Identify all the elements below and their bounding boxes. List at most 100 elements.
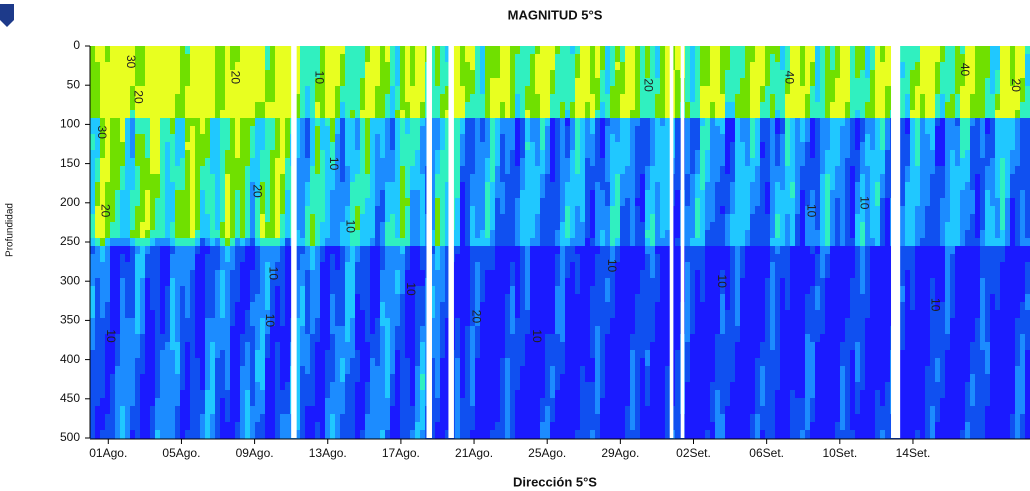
contour-cell xyxy=(525,270,531,279)
contour-cell xyxy=(260,310,266,319)
contour-cell xyxy=(225,206,231,215)
contour-cell xyxy=(110,198,116,207)
contour-cell xyxy=(500,214,506,223)
contour-cell xyxy=(565,222,571,231)
contour-cell xyxy=(255,78,261,87)
contour-cell xyxy=(390,374,396,383)
contour-cell xyxy=(530,350,536,359)
contour-cell xyxy=(480,206,486,215)
contour-cell xyxy=(275,182,281,191)
contour-cell xyxy=(330,150,336,159)
contour-cell xyxy=(590,206,596,215)
contour-cell xyxy=(300,126,306,135)
contour-cell xyxy=(520,126,526,135)
contour-cell xyxy=(485,286,491,295)
contour-cell xyxy=(255,382,261,391)
contour-cell xyxy=(120,134,126,143)
contour-cell xyxy=(245,158,251,167)
contour-cell xyxy=(565,270,571,279)
contour-cell xyxy=(315,310,321,319)
contour-cell xyxy=(155,126,161,135)
contour-cell xyxy=(540,390,546,399)
contour-cell xyxy=(160,286,166,295)
contour-cell xyxy=(310,54,316,63)
contour-cell xyxy=(500,118,506,127)
contour-cell xyxy=(430,222,436,231)
contour-cell xyxy=(395,278,401,287)
contour-cell xyxy=(145,182,151,191)
contour-cell xyxy=(265,174,271,183)
contour-cell xyxy=(520,326,526,335)
contour-cell xyxy=(90,430,96,439)
contour-cell xyxy=(590,230,596,239)
contour-cell xyxy=(250,150,256,159)
contour-cell xyxy=(270,158,276,167)
contour-cell xyxy=(455,118,461,127)
contour-cell xyxy=(170,366,176,375)
contour-cell xyxy=(205,414,211,423)
contour-cell xyxy=(430,342,436,351)
contour-cell xyxy=(570,62,576,71)
contour-cell xyxy=(350,54,356,63)
contour-cell xyxy=(415,198,421,207)
contour-cell xyxy=(275,238,281,247)
contour-cell xyxy=(475,134,481,143)
contour-cell xyxy=(545,254,551,263)
contour-cell xyxy=(530,222,536,231)
contour-cell xyxy=(210,230,216,239)
contour-cell xyxy=(445,422,451,431)
contour-cell xyxy=(325,294,331,303)
contour-cell xyxy=(235,70,241,79)
contour-cell xyxy=(580,206,586,215)
contour-cell xyxy=(555,262,561,271)
contour-cell xyxy=(440,94,446,103)
contour-cell xyxy=(535,246,541,255)
contour-cell xyxy=(320,174,326,183)
contour-cell xyxy=(575,358,581,367)
contour-cell xyxy=(240,374,246,383)
contour-cell xyxy=(185,382,191,391)
contour-cell xyxy=(300,286,306,295)
contour-cell xyxy=(485,302,491,311)
contour-cell xyxy=(430,78,436,87)
contour-cell xyxy=(565,118,571,127)
contour-cell xyxy=(170,86,176,95)
contour-cell xyxy=(205,286,211,295)
contour-cell xyxy=(445,318,451,327)
contour-cell xyxy=(230,110,236,119)
contour-cell xyxy=(340,182,346,191)
contour-cell xyxy=(505,310,511,319)
contour-cell xyxy=(490,254,496,263)
contour-cell xyxy=(145,206,151,215)
contour-cell xyxy=(545,422,551,431)
contour-cell xyxy=(510,310,516,319)
contour-cell xyxy=(495,374,501,383)
contour-cell xyxy=(390,198,396,207)
contour-cell xyxy=(100,94,106,103)
contour-cell xyxy=(170,270,176,279)
contour-cell xyxy=(295,318,301,327)
contour-cell xyxy=(275,294,281,303)
contour-cell xyxy=(475,430,481,439)
contour-cell xyxy=(240,238,246,247)
contour-cell xyxy=(470,134,476,143)
contour-cell xyxy=(440,286,446,295)
contour-cell xyxy=(480,278,486,287)
contour-cell xyxy=(105,422,111,431)
contour-cell xyxy=(540,278,546,287)
contour-cell xyxy=(405,326,411,335)
contour-cell xyxy=(180,414,186,423)
contour-cell xyxy=(230,206,236,215)
contour-cell xyxy=(365,246,371,255)
contour-cell xyxy=(205,358,211,367)
contour-cell xyxy=(295,46,301,55)
contour-cell xyxy=(520,310,526,319)
contour-cell xyxy=(140,342,146,351)
contour-cell xyxy=(535,286,541,295)
contour-cell xyxy=(430,62,436,71)
contour-cell xyxy=(570,214,576,223)
contour-cell xyxy=(335,190,341,199)
contour-cell xyxy=(345,190,351,199)
contour-cell xyxy=(530,318,536,327)
contour-cell xyxy=(420,182,426,191)
